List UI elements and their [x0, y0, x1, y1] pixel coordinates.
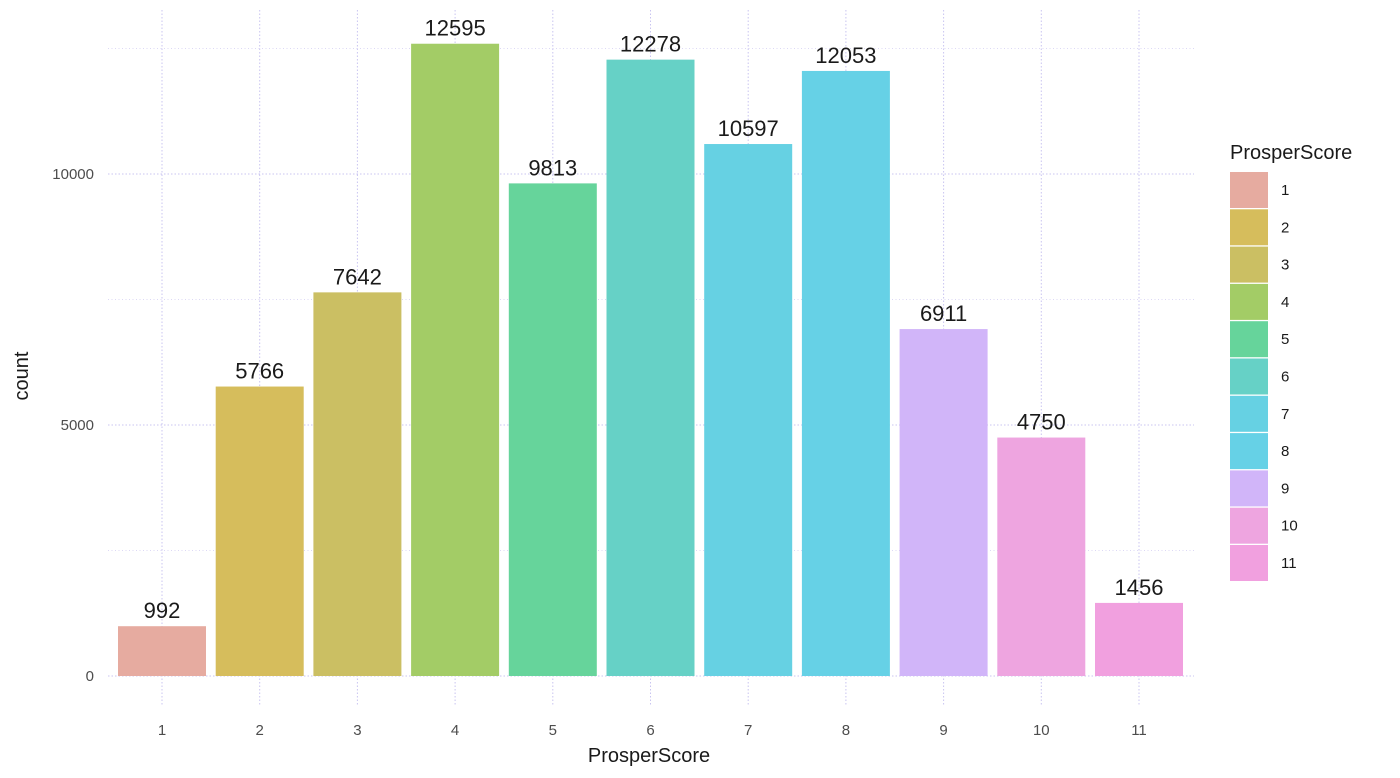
data-label-3: 7642	[333, 264, 382, 289]
bar-4	[411, 43, 500, 676]
bar-8	[801, 70, 890, 677]
data-label-8: 12053	[815, 43, 876, 68]
bar-6	[606, 59, 695, 676]
x-tick-label: 11	[1131, 722, 1147, 739]
data-label-5: 9813	[528, 155, 577, 180]
legend-key-10	[1230, 507, 1268, 544]
legend-label-1: 1	[1281, 182, 1289, 199]
bar-10	[997, 437, 1086, 676]
x-tick-label: 7	[744, 722, 752, 739]
x-axis-ticks: 1 2 3 4 5 6 7 8 9 10 11	[158, 722, 1147, 739]
legend-label-6: 6	[1281, 369, 1289, 386]
bar-5	[508, 183, 597, 677]
y-axis-title: count	[11, 351, 33, 400]
legend-label-3: 3	[1281, 257, 1289, 274]
legend-key-4	[1230, 283, 1268, 320]
x-tick-label: 1	[158, 722, 166, 739]
x-tick-label: 2	[256, 722, 264, 739]
legend-key-7	[1230, 395, 1268, 432]
legend-key-6	[1230, 358, 1268, 395]
y-axis-ticks: 0 5000 10000	[52, 166, 94, 685]
legend-label-8: 8	[1281, 443, 1289, 460]
x-tick-label: 3	[353, 722, 361, 739]
y-tick-label: 10000	[52, 166, 94, 183]
x-tick-label: 9	[939, 722, 947, 739]
data-labels: 992 5766 7642 12595 9813 12278 10597 12053 6911 4…	[144, 16, 1164, 623]
x-tick-label: 10	[1033, 722, 1050, 739]
legend-label-7: 7	[1281, 406, 1289, 423]
x-tick-label: 5	[549, 722, 557, 739]
legend-label-10: 10	[1281, 518, 1298, 535]
data-label-6: 12278	[620, 32, 681, 57]
legend-label-9: 9	[1281, 480, 1289, 497]
y-tick-label: 0	[86, 668, 94, 685]
data-label-1: 992	[144, 598, 181, 623]
legend-key-11	[1230, 545, 1268, 581]
bar-3	[313, 292, 402, 676]
legend-key-9	[1230, 470, 1268, 507]
bar-9	[899, 329, 988, 676]
data-label-11: 1456	[1115, 575, 1164, 600]
x-axis-title: ProsperScore	[588, 745, 710, 767]
legend-key-5	[1230, 321, 1268, 358]
x-tick-label: 6	[646, 722, 654, 739]
data-label-7: 10597	[718, 116, 779, 141]
x-tick-label: 8	[842, 722, 850, 739]
bars	[118, 43, 1183, 677]
data-label-4: 12595	[425, 16, 486, 41]
bar-11	[1095, 602, 1183, 676]
data-label-9: 6911	[920, 301, 967, 326]
y-tick-label: 5000	[61, 417, 94, 434]
bar-7	[704, 144, 793, 677]
legend-label-11: 11	[1281, 555, 1297, 572]
data-label-2: 5766	[235, 359, 284, 384]
bar-1	[118, 626, 206, 676]
x-tick-label: 4	[451, 722, 459, 739]
legend-label-4: 4	[1281, 294, 1289, 311]
legend: ProsperScore 1 2 3 4 5 6 7 8 9 10 11	[1230, 142, 1352, 581]
legend-key-2	[1230, 209, 1268, 246]
legend-key-3	[1230, 246, 1268, 283]
data-label-10: 4750	[1017, 410, 1066, 435]
bar-2	[215, 386, 304, 676]
legend-label-2: 2	[1281, 219, 1289, 236]
legend-title: ProsperScore	[1230, 142, 1352, 164]
legend-items: 1 2 3 4 5 6 7 8 9 10 11	[1230, 172, 1298, 581]
legend-key-8	[1230, 433, 1268, 470]
legend-key-1	[1230, 172, 1268, 208]
legend-label-5: 5	[1281, 331, 1289, 348]
